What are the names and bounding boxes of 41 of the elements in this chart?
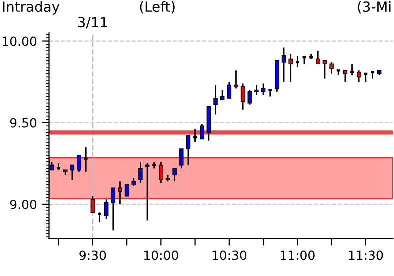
candlestick (111, 187, 116, 232)
candlestick (254, 84, 259, 96)
chart-title: Intraday (3, 1, 60, 15)
candlestick (343, 70, 348, 83)
x-tick-label: 10:30 (212, 250, 247, 260)
x-tick-label: 11:00 (281, 250, 315, 260)
candlestick (330, 62, 334, 75)
y-tick-label: 10.00 (3, 36, 37, 46)
candlestick (234, 70, 238, 90)
candlestick (145, 162, 150, 222)
candlestick (180, 148, 184, 170)
candlestick (214, 84, 218, 116)
chart-subtitle: (Left) (140, 1, 175, 14)
candlestick (90, 196, 96, 214)
y-tick-label: 9.50 (10, 118, 37, 128)
candlestick (118, 180, 122, 206)
candlestick (220, 90, 225, 101)
candlestick (70, 164, 75, 181)
candlestick (322, 60, 328, 80)
y-tick-label: 9.00 (10, 200, 37, 210)
candlestick (104, 198, 109, 220)
x-tick-label: 11:30 (349, 250, 384, 260)
candlestick (159, 161, 164, 184)
candlestick (282, 47, 286, 83)
candlestick (200, 124, 204, 140)
candlestick (316, 50, 320, 65)
candlestick (248, 90, 252, 106)
text: (3-Mi (358, 1, 391, 14)
x-tick-label: 10:00 (144, 250, 178, 260)
candlestick (138, 161, 143, 184)
candlestick (172, 168, 177, 182)
candlestick (124, 184, 130, 197)
candlestick (227, 81, 232, 100)
candlestick (186, 135, 191, 166)
candlestick (288, 54, 293, 83)
candlestick (240, 83, 246, 111)
candlestick (261, 83, 266, 96)
candlestick (77, 154, 82, 173)
annotation: 3/11 (78, 17, 108, 29)
candlestick (356, 70, 362, 83)
x-tick-label: 9:30 (80, 250, 106, 260)
